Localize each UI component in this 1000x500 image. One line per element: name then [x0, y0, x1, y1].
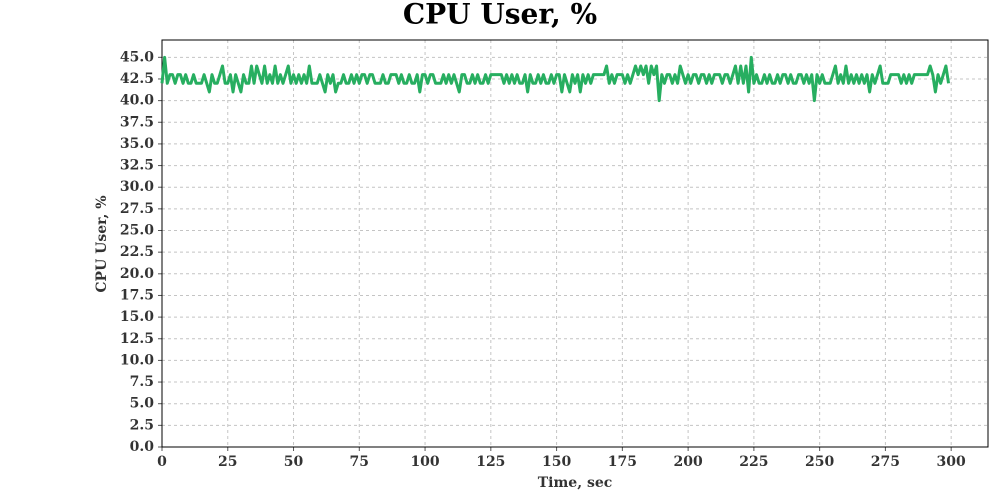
x-tick-label: 150: [542, 454, 571, 470]
x-tick-label: 175: [608, 454, 637, 470]
y-tick-label: 12.5: [120, 331, 154, 347]
x-axis-label: Time, sec: [538, 475, 613, 491]
x-tick-label: 100: [410, 454, 439, 470]
y-tick-label: 20.0: [120, 266, 154, 282]
chart-title: CPU User, %: [403, 0, 597, 31]
x-tick-label: 25: [218, 454, 237, 470]
x-tick-label: 200: [673, 454, 702, 470]
x-tick-label: 250: [805, 454, 834, 470]
x-tick-label: 50: [284, 454, 304, 470]
y-tick-label: 7.5: [130, 374, 154, 390]
y-tick-label: 0.0: [130, 439, 155, 455]
y-tick-label: 42.5: [120, 71, 154, 87]
y-tick-label: 35.0: [120, 136, 154, 152]
y-tick-label: 32.5: [120, 158, 154, 174]
x-tick-label: 275: [871, 454, 900, 470]
y-tick-label: 10.0: [120, 352, 154, 368]
y-tick-label: 27.5: [120, 201, 154, 217]
x-tick-label: 225: [739, 454, 768, 470]
x-tick-label: 300: [937, 454, 966, 470]
y-tick-label: 2.5: [130, 417, 154, 433]
plot-frame: [161, 39, 989, 448]
y-tick-label: 45.0: [120, 49, 154, 65]
y-tick-label: 22.5: [120, 244, 154, 260]
data-line: [160, 55, 951, 103]
x-tick-label: 0: [157, 454, 167, 470]
y-tick-label: 25.0: [120, 223, 154, 239]
y-tick-label: 5.0: [130, 396, 155, 412]
y-tick-label: 30.0: [120, 179, 154, 195]
y-tick-label: 15.0: [120, 309, 154, 325]
y-tick-label: 37.5: [120, 114, 154, 130]
y-axis-label: CPU User, %: [94, 195, 110, 292]
y-tick-label: 40.0: [120, 93, 154, 109]
y-tick-label: 17.5: [120, 287, 154, 303]
x-tick-label: 75: [350, 454, 369, 470]
x-tick-label: 125: [476, 454, 505, 470]
